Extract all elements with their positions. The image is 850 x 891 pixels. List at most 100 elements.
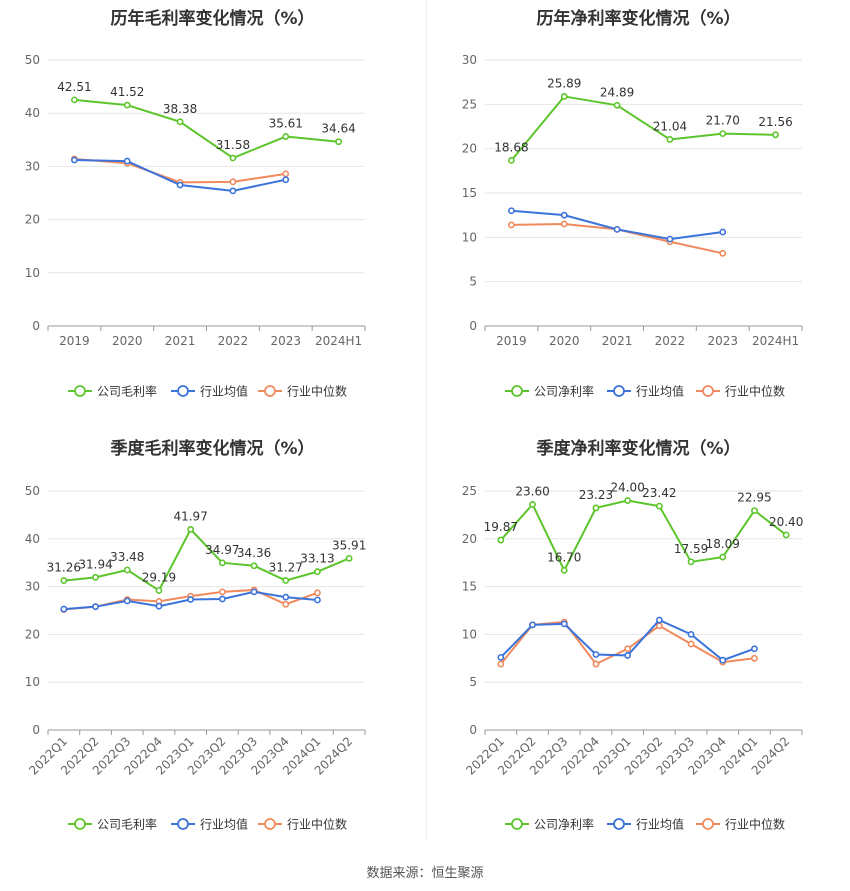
data-label: 18.68 bbox=[494, 140, 528, 154]
data-point bbox=[719, 553, 727, 561]
data-label: 23.60 bbox=[515, 484, 549, 498]
data-point bbox=[719, 249, 727, 257]
legend-label[interactable]: 行业中位数 bbox=[725, 817, 785, 832]
chart-svg: 0 10 20 30 40 50 2019 2020 2021 2022 2023 2024H1 42.… bbox=[25, 53, 366, 399]
data-point bbox=[314, 596, 321, 604]
data-point bbox=[218, 595, 226, 603]
data-label: 35.61 bbox=[269, 117, 303, 131]
legend-circle-icon bbox=[177, 818, 189, 830]
y-tick-label: 10 bbox=[462, 627, 477, 641]
data-label: 33.48 bbox=[110, 550, 144, 564]
data-label: 21.70 bbox=[706, 114, 740, 128]
y-tick-label: 0 bbox=[469, 723, 477, 737]
data-point bbox=[250, 588, 258, 596]
y-tick-label: 20 bbox=[462, 142, 477, 156]
y-tick-label: 10 bbox=[25, 266, 40, 280]
data-point bbox=[687, 640, 695, 648]
legend-label[interactable]: 公司净利率 bbox=[534, 384, 594, 399]
data-point bbox=[508, 207, 515, 215]
quarterly-net-margin-chart: 季度净利率变化情况（%） 0 5 10 15 20 25 2022Q1 2022Q2 2022Q… bbox=[427, 432, 850, 852]
legend-label[interactable]: 公司净利率 bbox=[534, 817, 594, 832]
chart-svg: 05101520252022Q12022Q22022Q32022Q42023Q1… bbox=[462, 481, 804, 832]
data-source-note: 数据来源：恒生聚源 bbox=[366, 866, 484, 881]
data-point bbox=[187, 525, 195, 533]
x-tick-label: 2020 bbox=[112, 334, 143, 348]
data-point bbox=[751, 654, 758, 662]
legend-label[interactable]: 公司毛利率 bbox=[97, 817, 157, 832]
annual-gross-margin-chart: 历年毛利率变化情况（%） 0 10 20 30 40 50 2019 2020 2021 2022… bbox=[0, 0, 425, 415]
data-label: 31.26 bbox=[47, 561, 81, 575]
legend-circle-icon bbox=[264, 818, 276, 830]
data-point bbox=[560, 211, 568, 219]
data-point bbox=[560, 620, 568, 628]
data-point bbox=[529, 500, 536, 508]
series-line bbox=[74, 98, 339, 160]
legend-circle-icon bbox=[511, 818, 523, 830]
chart-svg: 010203040502022Q12022Q22022Q32022Q42023Q… bbox=[25, 484, 367, 832]
x-tick-label: 2021 bbox=[602, 334, 633, 348]
data-label: 21.04 bbox=[653, 119, 687, 133]
data-point bbox=[176, 118, 184, 126]
y-tick-label: 10 bbox=[25, 675, 40, 689]
data-point bbox=[666, 136, 674, 143]
legend-circle-icon bbox=[702, 818, 714, 830]
y-tick-label: 25 bbox=[462, 97, 477, 111]
legend-circle-icon bbox=[511, 385, 523, 397]
data-label: 22.95 bbox=[737, 491, 771, 505]
data-point bbox=[719, 130, 727, 137]
data-point bbox=[624, 497, 632, 504]
legend-circle-icon bbox=[702, 385, 714, 397]
data-label: 24.89 bbox=[600, 85, 634, 99]
data-point bbox=[655, 622, 663, 630]
data-point bbox=[751, 645, 758, 653]
data-point bbox=[772, 131, 779, 139]
data-label: 41.52 bbox=[110, 85, 144, 99]
data-point bbox=[60, 577, 68, 584]
legend-label[interactable]: 行业中位数 bbox=[287, 817, 347, 832]
legend-label[interactable]: 行业中位数 bbox=[287, 384, 347, 399]
legend-circle-icon bbox=[177, 385, 189, 397]
y-tick-label: 40 bbox=[25, 106, 40, 120]
data-point bbox=[92, 573, 99, 581]
data-label: 25.89 bbox=[547, 76, 581, 90]
data-point bbox=[282, 577, 290, 584]
data-point bbox=[123, 101, 131, 109]
x-tick-label: 2024H1 bbox=[315, 334, 362, 348]
series-line bbox=[63, 527, 350, 592]
data-point bbox=[508, 221, 515, 229]
y-tick-label: 0 bbox=[469, 319, 477, 333]
legend-label[interactable]: 公司毛利率 bbox=[97, 384, 157, 399]
x-tick-label: 2021 bbox=[165, 334, 196, 348]
data-point bbox=[123, 597, 131, 605]
data-point bbox=[92, 603, 99, 611]
y-tick-label: 20 bbox=[462, 532, 477, 546]
data-point bbox=[345, 554, 353, 562]
y-tick-label: 20 bbox=[25, 213, 40, 227]
legend-label[interactable]: 行业均值 bbox=[200, 384, 248, 399]
y-tick-label: 30 bbox=[462, 53, 477, 67]
data-point bbox=[497, 660, 505, 668]
data-point bbox=[314, 568, 321, 576]
data-point bbox=[155, 602, 163, 610]
x-tick-label: 2023 bbox=[707, 334, 738, 348]
data-point bbox=[687, 630, 695, 638]
legend-label[interactable]: 行业中位数 bbox=[725, 384, 785, 399]
y-tick-label: 20 bbox=[25, 627, 40, 641]
data-point bbox=[155, 587, 163, 594]
data-label: 31.27 bbox=[269, 561, 303, 575]
data-point bbox=[60, 605, 68, 613]
data-point bbox=[335, 138, 342, 146]
data-point bbox=[497, 653, 505, 661]
data-label: 21.56 bbox=[758, 115, 792, 129]
quarterly-gross-margin-chart: 季度毛利率变化情况（%） 0 10 20 30 40 50 2022Q1 2022Q2 2022… bbox=[0, 432, 425, 852]
data-point bbox=[592, 660, 600, 668]
data-point bbox=[613, 225, 621, 233]
legend-label[interactable]: 行业均值 bbox=[636, 384, 684, 399]
data-point bbox=[529, 621, 536, 629]
legend-label[interactable]: 行业均值 bbox=[636, 817, 684, 832]
data-point bbox=[560, 93, 568, 100]
legend-label[interactable]: 行业均值 bbox=[200, 817, 248, 832]
y-tick-label: 5 bbox=[469, 275, 477, 289]
data-point bbox=[719, 656, 727, 664]
chart-title: 历年净利率变化情况（%） bbox=[536, 9, 741, 29]
